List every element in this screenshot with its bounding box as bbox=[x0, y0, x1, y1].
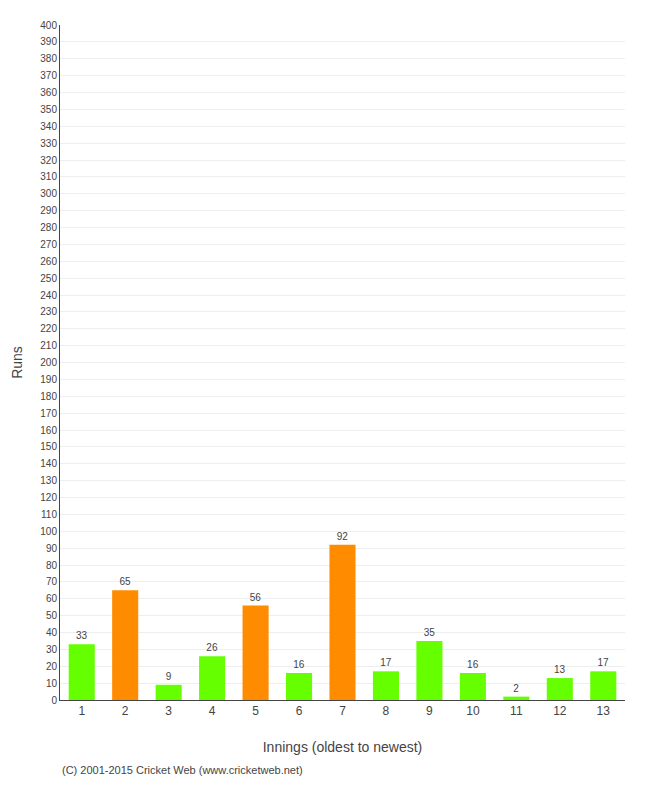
svg-text:0: 0 bbox=[51, 695, 57, 706]
svg-text:150: 150 bbox=[40, 441, 57, 452]
svg-text:4: 4 bbox=[209, 704, 216, 718]
svg-text:13: 13 bbox=[554, 664, 566, 675]
svg-text:65: 65 bbox=[119, 576, 131, 587]
svg-text:170: 170 bbox=[40, 408, 57, 419]
svg-text:10: 10 bbox=[466, 704, 480, 718]
svg-text:280: 280 bbox=[40, 222, 57, 233]
svg-text:140: 140 bbox=[40, 458, 57, 469]
svg-text:20: 20 bbox=[46, 661, 58, 672]
svg-text:290: 290 bbox=[40, 205, 57, 216]
svg-text:17: 17 bbox=[380, 657, 392, 668]
svg-text:13: 13 bbox=[597, 704, 611, 718]
svg-text:12: 12 bbox=[553, 704, 567, 718]
svg-text:130: 130 bbox=[40, 475, 57, 486]
svg-text:210: 210 bbox=[40, 340, 57, 351]
svg-text:340: 340 bbox=[40, 121, 57, 132]
svg-text:16: 16 bbox=[293, 659, 305, 670]
svg-text:3: 3 bbox=[165, 704, 172, 718]
svg-text:250: 250 bbox=[40, 273, 57, 284]
svg-text:370: 370 bbox=[40, 70, 57, 81]
svg-text:310: 310 bbox=[40, 171, 57, 182]
svg-text:190: 190 bbox=[40, 374, 57, 385]
svg-text:8: 8 bbox=[383, 704, 390, 718]
svg-text:80: 80 bbox=[46, 560, 58, 571]
svg-text:160: 160 bbox=[40, 425, 57, 436]
svg-text:260: 260 bbox=[40, 256, 57, 267]
svg-text:90: 90 bbox=[46, 543, 58, 554]
svg-text:100: 100 bbox=[40, 526, 57, 537]
svg-text:220: 220 bbox=[40, 323, 57, 334]
svg-text:10: 10 bbox=[46, 678, 58, 689]
svg-text:200: 200 bbox=[40, 357, 57, 368]
svg-text:350: 350 bbox=[40, 104, 57, 115]
svg-text:60: 60 bbox=[46, 593, 58, 604]
svg-text:300: 300 bbox=[40, 188, 57, 199]
svg-text:(C) 2001-2015 Cricket Web (www: (C) 2001-2015 Cricket Web (www.cricketwe… bbox=[62, 764, 303, 776]
svg-text:2: 2 bbox=[122, 704, 129, 718]
svg-text:17: 17 bbox=[597, 657, 609, 668]
svg-text:6: 6 bbox=[296, 704, 303, 718]
svg-text:320: 320 bbox=[40, 155, 57, 166]
svg-text:7: 7 bbox=[339, 704, 346, 718]
svg-text:360: 360 bbox=[40, 87, 57, 98]
svg-text:9: 9 bbox=[166, 671, 172, 682]
svg-text:Innings (oldest to newest): Innings (oldest to newest) bbox=[263, 739, 423, 755]
svg-text:9: 9 bbox=[426, 704, 433, 718]
svg-text:1: 1 bbox=[78, 704, 85, 718]
svg-text:180: 180 bbox=[40, 391, 57, 402]
svg-text:70: 70 bbox=[46, 576, 58, 587]
svg-text:40: 40 bbox=[46, 627, 58, 638]
svg-text:50: 50 bbox=[46, 610, 58, 621]
svg-text:30: 30 bbox=[46, 644, 58, 655]
svg-text:5: 5 bbox=[252, 704, 259, 718]
svg-text:26: 26 bbox=[206, 642, 218, 653]
svg-text:92: 92 bbox=[337, 531, 349, 542]
svg-text:35: 35 bbox=[424, 627, 436, 638]
svg-text:270: 270 bbox=[40, 239, 57, 250]
svg-text:2: 2 bbox=[513, 683, 519, 694]
svg-text:390: 390 bbox=[40, 36, 57, 47]
svg-text:16: 16 bbox=[467, 659, 479, 670]
svg-text:330: 330 bbox=[40, 138, 57, 149]
svg-text:240: 240 bbox=[40, 290, 57, 301]
svg-text:56: 56 bbox=[250, 592, 262, 603]
svg-text:110: 110 bbox=[41, 509, 57, 520]
svg-text:400: 400 bbox=[40, 20, 57, 31]
svg-text:230: 230 bbox=[40, 306, 57, 317]
svg-text:120: 120 bbox=[40, 492, 57, 503]
svg-text:33: 33 bbox=[76, 630, 88, 641]
svg-text:Runs: Runs bbox=[9, 346, 25, 379]
svg-text:380: 380 bbox=[40, 53, 57, 64]
svg-text:11: 11 bbox=[510, 704, 523, 718]
